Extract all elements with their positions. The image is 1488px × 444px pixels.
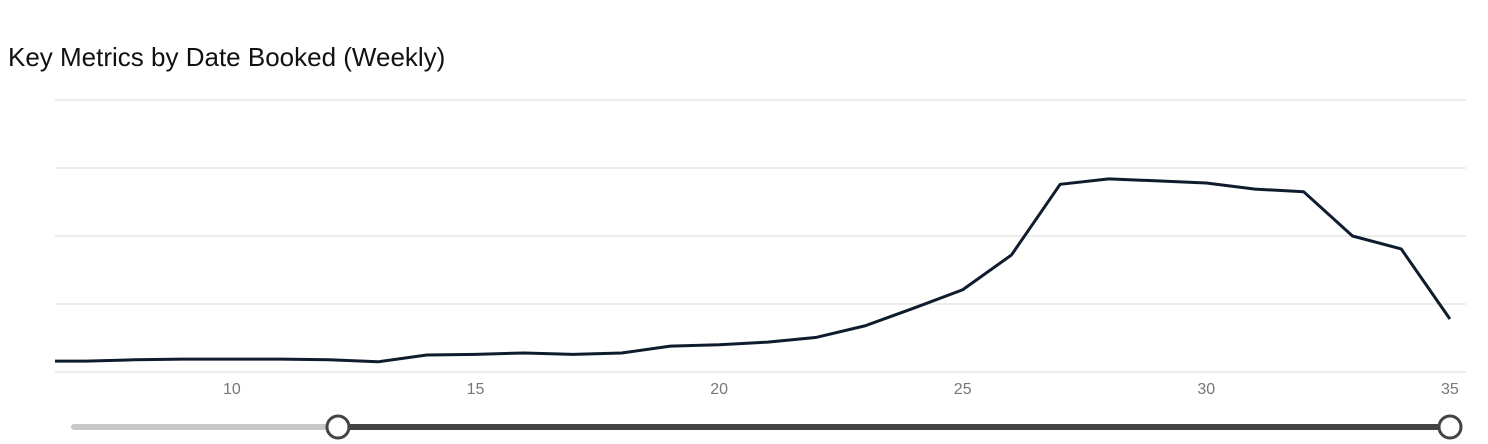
slider-handle-end[interactable] bbox=[1437, 414, 1463, 440]
x-tick-label: 30 bbox=[1197, 381, 1215, 398]
x-tick-label: 10 bbox=[223, 381, 241, 398]
x-tick-label: 15 bbox=[467, 381, 485, 398]
x-tick-label: 35 bbox=[1441, 381, 1459, 398]
range-slider bbox=[71, 414, 1463, 440]
data-line bbox=[55, 177, 1452, 364]
x-tick-label: 20 bbox=[710, 381, 728, 398]
slider-handle-start[interactable] bbox=[325, 414, 351, 440]
chart-title: Key Metrics by Date Booked (Weekly) bbox=[8, 42, 445, 72]
x-tick-label: 25 bbox=[954, 381, 972, 398]
